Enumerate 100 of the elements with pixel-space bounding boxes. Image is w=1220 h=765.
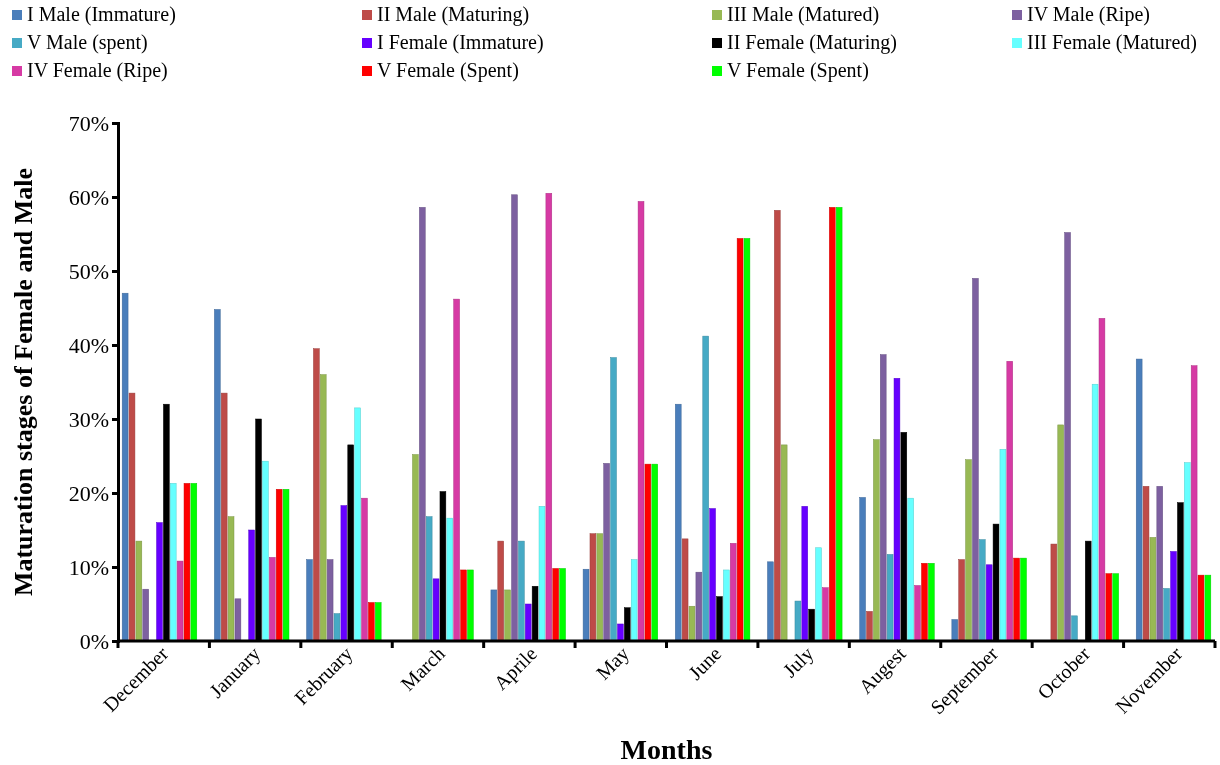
bar <box>1057 424 1064 642</box>
bar <box>333 613 341 642</box>
bar <box>320 374 327 642</box>
bar <box>985 564 993 642</box>
y-tick-label: 70% <box>68 110 109 136</box>
bar <box>610 357 617 642</box>
bar <box>490 589 498 642</box>
y-tick-label: 60% <box>68 184 109 210</box>
bar <box>1020 557 1027 642</box>
bar <box>921 563 928 642</box>
bar <box>589 533 597 642</box>
legend-label: IV Female (Ripe) <box>27 59 168 82</box>
bar <box>695 571 703 642</box>
bar <box>1197 574 1205 642</box>
bar <box>767 561 774 642</box>
bar <box>914 585 921 642</box>
y-axis-title: Maturation stages of Female and Male <box>9 167 38 597</box>
bar <box>880 354 887 642</box>
bar <box>432 578 440 642</box>
bar <box>1149 537 1157 642</box>
bar <box>552 568 559 642</box>
bar <box>644 463 652 642</box>
bar <box>156 522 163 642</box>
bar <box>545 193 553 642</box>
bar <box>1190 365 1198 642</box>
bar <box>866 611 873 642</box>
bar <box>951 619 958 642</box>
bar <box>651 463 658 642</box>
bar <box>170 483 177 642</box>
bar <box>220 392 228 642</box>
bar <box>121 292 129 642</box>
bar <box>736 238 744 642</box>
bar <box>815 547 822 642</box>
bar <box>1163 588 1170 642</box>
y-tick-label: 20% <box>68 480 109 506</box>
legend-label: V Female (Spent) <box>727 59 869 82</box>
bar <box>1184 462 1191 642</box>
bar <box>801 506 808 642</box>
bar <box>375 602 382 642</box>
bar <box>497 540 504 642</box>
x-axis-title: Months <box>620 734 713 765</box>
bar <box>999 449 1007 642</box>
bar <box>774 210 781 642</box>
legend-label: V Female (Spent) <box>377 59 519 82</box>
bar <box>282 489 290 642</box>
legend-label: II Male (Maturing) <box>377 3 530 26</box>
bar <box>1156 486 1163 642</box>
bar <box>829 207 836 642</box>
bar <box>460 569 467 642</box>
bar <box>1091 383 1099 642</box>
bar <box>730 543 737 642</box>
bar <box>972 278 979 642</box>
bar <box>412 454 419 642</box>
bar <box>688 605 696 642</box>
bar <box>1142 486 1150 642</box>
bar <box>928 563 935 642</box>
bar <box>453 298 460 642</box>
bar <box>227 516 235 642</box>
bar <box>262 460 269 642</box>
bar <box>368 602 375 642</box>
bar <box>135 540 143 642</box>
bar <box>709 508 716 642</box>
bar <box>893 378 901 642</box>
bar <box>873 439 880 642</box>
bar <box>780 444 788 642</box>
legend-label: V Male (spent) <box>27 31 148 54</box>
legend-label: III Male (Matured) <box>727 3 880 26</box>
y-tick-label: 30% <box>68 406 109 432</box>
bar <box>958 559 965 642</box>
bar <box>596 533 603 642</box>
y-tick-label: 10% <box>68 554 109 580</box>
x-tick-label: June <box>683 642 726 684</box>
bar <box>142 588 149 642</box>
bar <box>419 207 426 642</box>
bar <box>681 538 689 642</box>
bar <box>190 483 198 642</box>
legend-label: I Male (Immature) <box>27 3 176 26</box>
y-tick-label: 40% <box>68 332 109 358</box>
legend-label: II Female (Maturing) <box>727 31 897 54</box>
bar <box>183 483 191 642</box>
legend-label: III Female (Matured) <box>1027 31 1197 54</box>
bar <box>538 506 546 642</box>
bar <box>1071 615 1078 642</box>
bar <box>1006 361 1013 642</box>
bar <box>248 529 255 642</box>
bar <box>886 554 894 642</box>
bar <box>176 560 184 642</box>
bar <box>603 463 610 642</box>
bar <box>511 194 518 642</box>
bar <box>504 589 511 642</box>
bar <box>637 201 645 642</box>
bar <box>702 335 709 642</box>
bar <box>1105 573 1112 642</box>
y-tick-label: 0% <box>79 628 109 654</box>
bar <box>743 238 751 642</box>
bar <box>1050 543 1058 642</box>
bar <box>794 600 802 642</box>
bar <box>822 587 829 642</box>
bar <box>907 497 914 642</box>
bar <box>340 505 348 642</box>
